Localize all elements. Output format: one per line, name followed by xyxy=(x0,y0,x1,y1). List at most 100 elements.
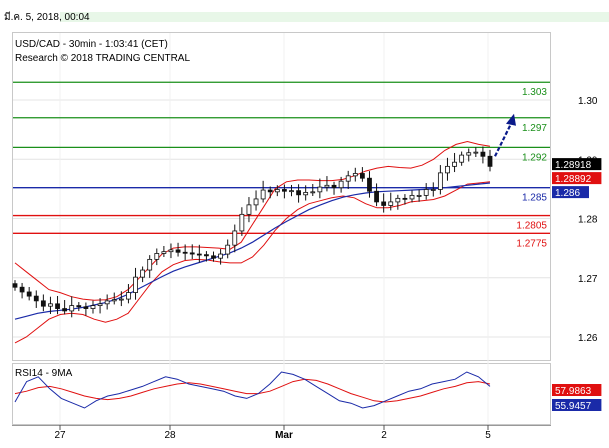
level-label: 1.2775 xyxy=(516,238,547,249)
rsi-ma-line xyxy=(14,378,491,403)
candle-body xyxy=(253,198,259,206)
candle-body xyxy=(480,151,486,157)
candle-body xyxy=(196,253,202,256)
price-tag-label: 1.28918 xyxy=(555,160,592,171)
x-tick-label: 27 xyxy=(54,430,66,441)
candle-body xyxy=(147,258,153,271)
rsi-tag-label: 55.9457 xyxy=(555,401,592,412)
x-tick-label: Mar xyxy=(275,430,293,441)
candle-body xyxy=(97,303,103,306)
candle-body xyxy=(154,253,160,260)
candle-body xyxy=(310,191,316,194)
candle-body xyxy=(395,197,401,203)
candle-body xyxy=(19,286,25,293)
candle-body xyxy=(189,252,195,255)
candle-body xyxy=(324,184,330,188)
candle-body xyxy=(267,189,273,193)
date-stamp: มี.ค. 5, 2018, 00:04 xyxy=(4,12,90,23)
candle-body xyxy=(374,190,379,203)
candle-body xyxy=(430,189,436,191)
candle-body xyxy=(381,201,387,206)
candle-body xyxy=(232,230,238,246)
candle-body xyxy=(12,283,18,288)
candle-body xyxy=(416,194,422,197)
moving-average xyxy=(14,182,491,320)
bollinger-lower xyxy=(14,181,491,344)
bollinger-upper xyxy=(14,140,491,301)
candle-body xyxy=(111,299,117,302)
rsi-panel xyxy=(12,363,551,425)
x-tick-label: 5 xyxy=(485,430,491,441)
candle-body xyxy=(274,189,280,193)
candle-body xyxy=(239,213,245,232)
candle-body xyxy=(352,173,358,177)
rsi-tag xyxy=(552,399,602,411)
candle-body xyxy=(452,161,457,167)
price-tag xyxy=(552,186,589,199)
top-bar: มี.ค. 5, 2018, 00:04 xyxy=(0,0,609,28)
candle-body xyxy=(133,276,138,293)
y-tick-label: 1.27 xyxy=(578,274,598,285)
candle-body xyxy=(161,251,167,254)
candle-body xyxy=(33,295,39,302)
candle-body xyxy=(104,300,110,305)
candle-body xyxy=(90,305,96,309)
candle-body xyxy=(437,172,443,190)
top-strip xyxy=(60,12,609,22)
candle-body xyxy=(182,251,188,254)
candle-body xyxy=(409,194,415,200)
candle-body xyxy=(175,249,181,253)
level-label: 1.303 xyxy=(522,87,547,98)
candle-body xyxy=(459,154,465,163)
rsi-line xyxy=(14,371,491,409)
candle-body xyxy=(140,269,146,278)
candle-body xyxy=(388,201,394,206)
candle-body xyxy=(204,254,209,257)
candle-body xyxy=(445,165,450,174)
candle-body xyxy=(83,306,89,309)
candle-body xyxy=(40,300,46,307)
candle-body xyxy=(359,173,365,179)
rsi-tag-label: 57.9863 xyxy=(555,386,592,397)
price-panel xyxy=(12,32,551,361)
candle-body xyxy=(76,305,82,308)
candle-body xyxy=(168,249,174,253)
level-label: 1.297 xyxy=(522,123,547,134)
candle-body xyxy=(303,192,309,196)
x-tick-label: 28 xyxy=(164,430,176,441)
candle-body xyxy=(218,253,223,259)
candle-body xyxy=(282,189,287,192)
candle-body xyxy=(367,177,372,192)
candle-body xyxy=(55,303,60,309)
candle-body xyxy=(62,308,68,312)
rsi-label: RSI14 - 9MA xyxy=(15,368,73,379)
price-tag xyxy=(552,158,602,171)
candle-body xyxy=(473,151,479,154)
chart-title: USD/CAD - 30min - 1:03:41 (CET) xyxy=(15,39,168,50)
candle-body xyxy=(126,292,131,300)
price-tag xyxy=(552,172,602,185)
candle-body xyxy=(317,186,323,193)
candle-body xyxy=(345,175,351,182)
candle-body xyxy=(26,291,32,297)
candle-body xyxy=(225,244,231,255)
candle-body xyxy=(423,189,429,196)
level-label: 1.285 xyxy=(522,193,547,204)
candle-body xyxy=(260,189,266,200)
candle-body xyxy=(296,190,301,196)
price-tag-label: 1.286 xyxy=(555,188,580,199)
candle-body xyxy=(211,255,216,259)
candle-body xyxy=(331,184,337,189)
candle-body xyxy=(118,298,124,301)
rsi-tag xyxy=(552,384,602,396)
chart-subtitle: Research © 2018 TRADING CENTRAL xyxy=(15,53,190,64)
y-tick-label: 1.30 xyxy=(578,96,598,107)
candle-body xyxy=(69,305,75,312)
level-label: 1.2805 xyxy=(516,221,547,232)
x-tick-label: 2 xyxy=(381,430,387,441)
candle-body xyxy=(466,152,472,156)
y-tick-label: 1.28 xyxy=(578,215,598,226)
candle-body xyxy=(48,303,53,307)
y-tick-label: 1.26 xyxy=(578,333,598,344)
